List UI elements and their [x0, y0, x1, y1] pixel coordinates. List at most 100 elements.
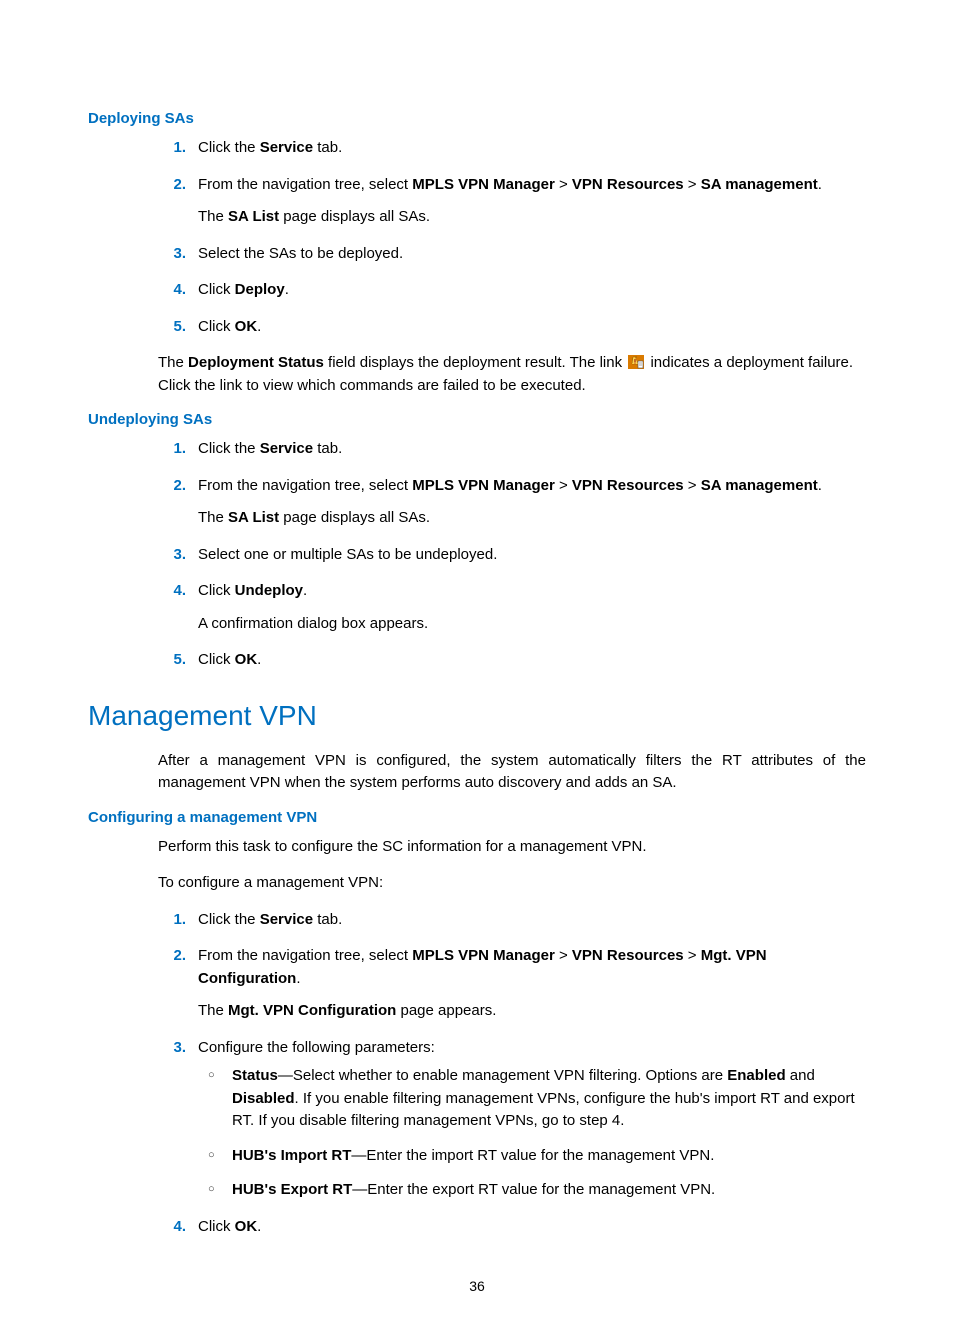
text: page displays all SAs.	[279, 208, 430, 225]
step-text: Click the	[198, 911, 260, 928]
heading-configuring-mgmt-vpn: Configuring a management VPN	[88, 809, 866, 826]
step-subtext: The Mgt. VPN Configuration page appears.	[198, 1000, 866, 1023]
bold: Enabled	[727, 1067, 785, 1084]
step-text: >	[684, 176, 701, 193]
sublist-item: ○ HUB's Export RT—Enter the export RT va…	[198, 1179, 866, 1202]
sublist-item: ○ HUB's Import RT—Enter the import RT va…	[198, 1145, 866, 1168]
bold: Mgt. VPN Configuration	[228, 1002, 396, 1019]
step-text: Click	[198, 651, 235, 668]
bold: Status	[232, 1067, 278, 1084]
document-page: Deploying SAs 1. Click the Service tab. …	[0, 0, 954, 1334]
step-text: Select the SAs to be deployed.	[198, 245, 403, 262]
section-configuring-mgmt-vpn: Perform this task to configure the SC in…	[158, 836, 866, 1239]
step-text: Click the	[198, 440, 260, 457]
list-item: 2. From the navigation tree, select MPLS…	[158, 475, 866, 530]
list-item: 1. Click the Service tab.	[158, 438, 866, 461]
step-text: >	[684, 947, 701, 964]
step-text: Click the	[198, 139, 260, 156]
bold: VPN Resources	[572, 176, 684, 193]
bold: Service	[260, 911, 313, 928]
text: —Enter the export RT value for the manag…	[352, 1181, 715, 1198]
step-text: >	[555, 176, 572, 193]
text: page appears.	[396, 1002, 496, 1019]
step-text: .	[257, 318, 261, 335]
list-item: 3. Configure the following parameters: ○…	[158, 1037, 866, 1202]
list-item: 4. Click Undeploy. A confirmation dialog…	[158, 580, 866, 635]
bold: SA List	[228, 509, 279, 526]
step-text: .	[257, 651, 261, 668]
bold: HUB's Export RT	[232, 1181, 352, 1198]
step-text: .	[285, 281, 289, 298]
section-management-vpn-intro: After a management VPN is configured, th…	[158, 750, 866, 795]
section-undeploying-sas: 1. Click the Service tab. 2. From the na…	[158, 438, 866, 672]
bold: MPLS VPN Manager	[412, 947, 555, 964]
paragraph: To configure a management VPN:	[158, 872, 866, 895]
list-item: 4. Click Deploy.	[158, 279, 866, 302]
step-text: tab.	[313, 440, 342, 457]
step-text: .	[818, 477, 822, 494]
step-text: tab.	[313, 911, 342, 928]
text: . If you enable filtering management VPN…	[232, 1090, 855, 1130]
step-text: .	[303, 582, 307, 599]
bold: SA List	[228, 208, 279, 225]
list-item: 3. Select the SAs to be deployed.	[158, 243, 866, 266]
heading-undeploying-sas: Undeploying SAs	[88, 411, 866, 428]
step-text: .	[296, 970, 300, 987]
section-deploying-sas: 1. Click the Service tab. 2. From the na…	[158, 137, 866, 397]
text: The	[198, 1002, 228, 1019]
paragraph: The Deployment Status field displays the…	[158, 352, 866, 397]
list-item: 2. From the navigation tree, select MPLS…	[158, 945, 866, 1023]
list-item: 4. Click OK.	[158, 1216, 866, 1239]
bold: Undeploy	[235, 582, 303, 599]
bold: OK	[235, 1218, 258, 1235]
step-text: Click	[198, 582, 235, 599]
bold: OK	[235, 651, 258, 668]
step-text: >	[684, 477, 701, 494]
bold: Service	[260, 440, 313, 457]
heading-deploying-sas: Deploying SAs	[88, 110, 866, 127]
bold: Disabled	[232, 1090, 295, 1107]
list-item: 5. Click OK.	[158, 316, 866, 339]
text: —Select whether to enable management VPN…	[278, 1067, 727, 1084]
step-text: From the navigation tree, select	[198, 477, 412, 494]
text: The	[158, 354, 188, 371]
step-text: >	[555, 477, 572, 494]
list-item: 1. Click the Service tab.	[158, 137, 866, 160]
bold: VPN Resources	[572, 947, 684, 964]
list-item: 2. From the navigation tree, select MPLS…	[158, 174, 866, 229]
step-text: Configure the following parameters:	[198, 1039, 435, 1056]
sublist-item: ○ Status—Select whether to enable manage…	[198, 1065, 866, 1133]
bold: SA management	[701, 176, 818, 193]
bold: SA management	[701, 477, 818, 494]
step-text: tab.	[313, 139, 342, 156]
step-text: >	[555, 947, 572, 964]
step-text: .	[818, 176, 822, 193]
deployment-failure-icon	[628, 354, 644, 368]
step-text: Click	[198, 1218, 235, 1235]
text: The	[198, 208, 228, 225]
bold: Deployment Status	[188, 354, 324, 371]
list-item: 5. Click OK.	[158, 649, 866, 672]
text: —Enter the import RT value for the manag…	[351, 1147, 714, 1164]
text: The	[198, 509, 228, 526]
bold: VPN Resources	[572, 477, 684, 494]
page-number: 36	[88, 1278, 866, 1294]
bold: MPLS VPN Manager	[412, 477, 555, 494]
bold: Deploy	[235, 281, 285, 298]
text: field displays the deployment result. Th…	[324, 354, 626, 371]
step-text: From the navigation tree, select	[198, 176, 412, 193]
paragraph: Perform this task to configure the SC in…	[158, 836, 866, 859]
step-text: Select one or multiple SAs to be undeplo…	[198, 546, 497, 563]
bold: Service	[260, 139, 313, 156]
step-text: Click	[198, 281, 235, 298]
step-text: From the navigation tree, select	[198, 947, 412, 964]
bold: OK	[235, 318, 258, 335]
heading-management-vpn: Management VPN	[88, 700, 866, 732]
paragraph: After a management VPN is configured, th…	[158, 750, 866, 795]
step-text: Click	[198, 318, 235, 335]
bold: HUB's Import RT	[232, 1147, 351, 1164]
list-item: 1. Click the Service tab.	[158, 909, 866, 932]
list-item: 3. Select one or multiple SAs to be unde…	[158, 544, 866, 567]
step-subtext: The SA List page displays all SAs.	[198, 206, 866, 229]
text: and	[786, 1067, 815, 1084]
